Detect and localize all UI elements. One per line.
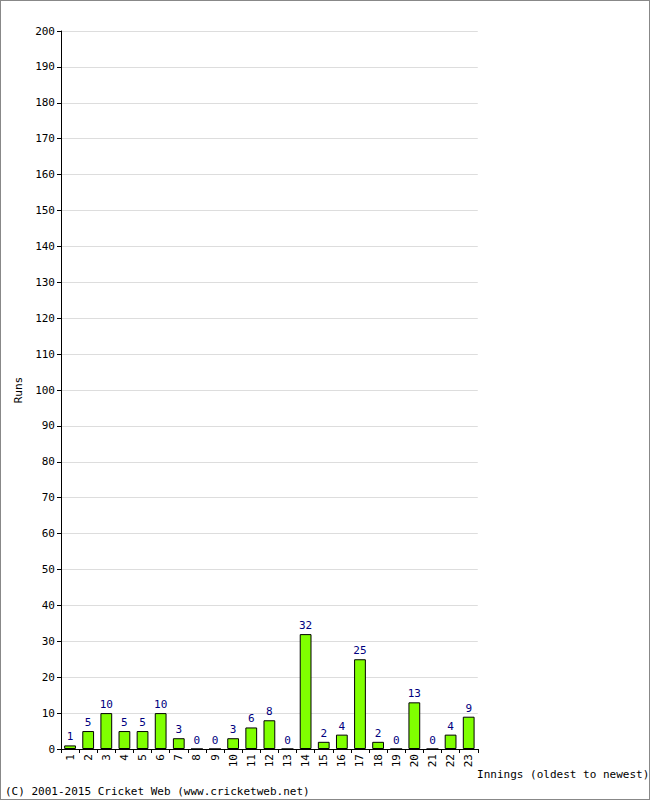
svg-text:4: 4 <box>118 754 131 761</box>
svg-text:23: 23 <box>462 754 475 767</box>
svg-text:80: 80 <box>42 455 55 468</box>
svg-text:Runs: Runs <box>12 377 25 404</box>
svg-text:8: 8 <box>190 754 203 761</box>
svg-text:5: 5 <box>139 716 146 729</box>
svg-text:60: 60 <box>42 527 55 540</box>
svg-text:0: 0 <box>284 734 291 747</box>
svg-text:150: 150 <box>35 204 55 217</box>
svg-text:160: 160 <box>35 168 55 181</box>
svg-text:2: 2 <box>82 754 95 761</box>
svg-text:20: 20 <box>408 754 421 767</box>
svg-text:5: 5 <box>136 754 149 761</box>
svg-text:9: 9 <box>465 702 472 715</box>
svg-text:0: 0 <box>194 734 201 747</box>
svg-text:8: 8 <box>266 705 273 718</box>
svg-text:0: 0 <box>212 734 219 747</box>
svg-text:50: 50 <box>42 563 55 576</box>
svg-text:18: 18 <box>372 754 385 767</box>
svg-text:200: 200 <box>35 25 55 38</box>
svg-text:120: 120 <box>35 312 55 325</box>
svg-text:1: 1 <box>67 730 74 743</box>
svg-text:14: 14 <box>299 754 312 768</box>
svg-text:3: 3 <box>100 754 113 761</box>
svg-text:19: 19 <box>390 754 403 767</box>
svg-text:22: 22 <box>444 754 457 767</box>
svg-text:2: 2 <box>375 727 382 740</box>
svg-text:90: 90 <box>42 419 55 432</box>
svg-text:100: 100 <box>35 384 55 397</box>
svg-text:17: 17 <box>353 754 366 767</box>
svg-text:5: 5 <box>85 716 92 729</box>
svg-text:0: 0 <box>429 734 436 747</box>
svg-text:(C) 2001-2015 Cricket Web (www: (C) 2001-2015 Cricket Web (www.cricketwe… <box>5 785 310 798</box>
svg-text:0: 0 <box>48 743 55 756</box>
svg-text:30: 30 <box>42 635 55 648</box>
svg-text:10: 10 <box>42 707 55 720</box>
svg-text:20: 20 <box>42 671 55 684</box>
svg-text:110: 110 <box>35 348 55 361</box>
svg-text:21: 21 <box>426 754 439 767</box>
svg-text:10: 10 <box>100 698 113 711</box>
svg-text:0: 0 <box>393 734 400 747</box>
svg-text:9: 9 <box>209 754 222 761</box>
svg-text:170: 170 <box>35 132 55 145</box>
svg-text:11: 11 <box>245 754 258 767</box>
svg-text:6: 6 <box>248 712 255 725</box>
svg-text:13: 13 <box>281 754 294 767</box>
svg-text:180: 180 <box>35 96 55 109</box>
svg-text:15: 15 <box>317 754 330 767</box>
svg-text:70: 70 <box>42 491 55 504</box>
svg-text:3: 3 <box>230 723 237 736</box>
svg-text:40: 40 <box>42 599 55 612</box>
svg-text:3: 3 <box>175 723 182 736</box>
svg-text:4: 4 <box>339 720 346 733</box>
svg-text:5: 5 <box>121 716 128 729</box>
svg-text:32: 32 <box>299 619 312 632</box>
svg-text:25: 25 <box>353 644 366 657</box>
svg-text:4: 4 <box>447 720 454 733</box>
svg-text:12: 12 <box>263 754 276 767</box>
svg-text:130: 130 <box>35 276 55 289</box>
svg-text:10: 10 <box>154 698 167 711</box>
svg-text:10: 10 <box>227 754 240 767</box>
svg-text:190: 190 <box>35 60 55 73</box>
svg-text:13: 13 <box>408 687 421 700</box>
svg-text:7: 7 <box>172 754 185 761</box>
svg-text:Innings (oldest to newest): Innings (oldest to newest) <box>477 768 649 781</box>
svg-text:6: 6 <box>154 754 167 761</box>
svg-text:1: 1 <box>64 754 77 761</box>
svg-text:16: 16 <box>335 754 348 767</box>
svg-text:140: 140 <box>35 240 55 253</box>
svg-text:2: 2 <box>320 727 327 740</box>
